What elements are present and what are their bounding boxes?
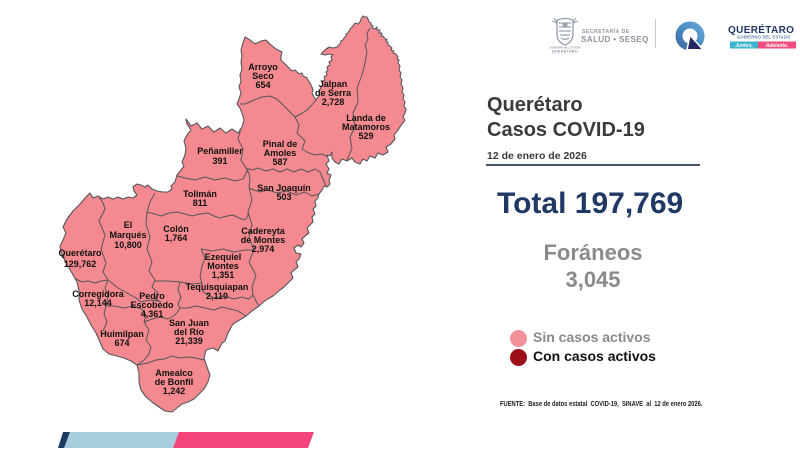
svg-text:QUERÉTARO: QUERÉTARO xyxy=(728,23,794,36)
svg-text:GOBIERNO DEL ESTADO: GOBIERNO DEL ESTADO xyxy=(737,35,791,40)
svg-text:Juntos,: Juntos, xyxy=(735,43,753,49)
svg-text:GOBIERNO DEL ESTADO: GOBIERNO DEL ESTADO xyxy=(549,46,580,50)
svg-text:Adelante.: Adelante. xyxy=(765,43,789,49)
svg-text:QUERÉTARO: QUERÉTARO xyxy=(552,49,578,54)
